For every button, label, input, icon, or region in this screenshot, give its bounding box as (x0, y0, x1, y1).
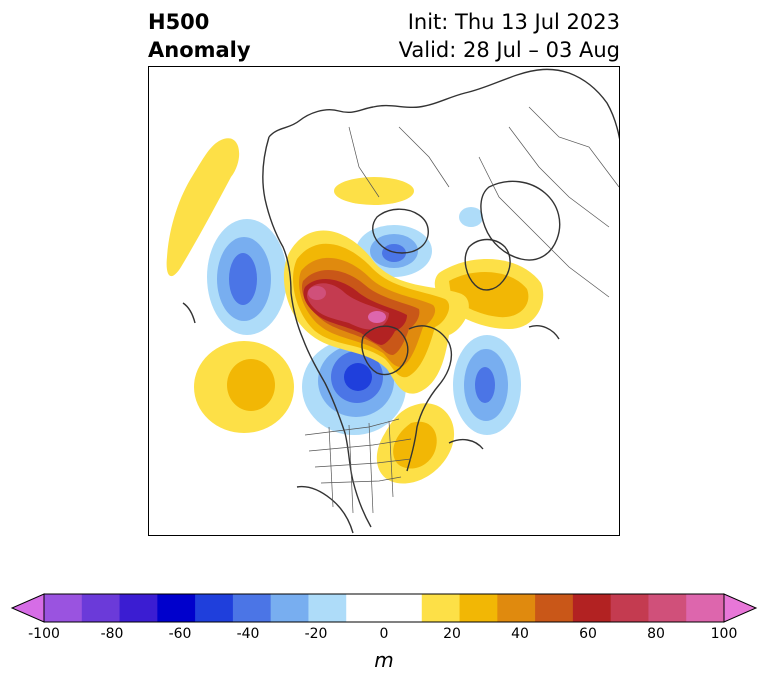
colorbar-bin (308, 594, 347, 622)
colorbar-bin (572, 594, 612, 622)
colorbar-extend-max (723, 593, 758, 623)
colorbar-bin (44, 594, 83, 622)
colorbar-bin (648, 594, 687, 622)
colorbar-tick-label: -60 (168, 626, 192, 642)
colorbar-bin (81, 594, 121, 622)
ridge-main-core-east (368, 311, 386, 323)
colorbar-bin (610, 594, 649, 622)
colorbar-bin (270, 594, 309, 622)
colorbar-tick-label: 40 (511, 626, 529, 642)
colorbar-tick-label: -20 (304, 626, 328, 642)
colorbar-bin (497, 594, 536, 622)
trough-n-pacific-core (229, 253, 257, 305)
colorbar-bin (459, 594, 498, 622)
colorbar-tick-label: -80 (100, 626, 124, 642)
init-time: Init: Thu 13 Jul 2023 (407, 10, 620, 34)
map-svg (166, 68, 619, 534)
title-variable: H500 (148, 10, 210, 34)
colorbar-bin (686, 594, 725, 622)
colorbar-tick-label: 80 (647, 626, 665, 642)
colorbar-bin (119, 594, 158, 622)
colorbar-bin (195, 594, 234, 622)
valid-range: Valid: 28 Jul – 03 Aug (398, 38, 620, 62)
colorbar-bin (346, 594, 385, 622)
anomaly-map (148, 66, 620, 536)
colorbar (10, 593, 758, 623)
colorbar-tick-label: 100 (710, 626, 738, 642)
colorbar-tick-label: -40 (236, 626, 260, 642)
colorbar-unit: m (374, 648, 394, 672)
colorbar-tick-label: 60 (579, 626, 597, 642)
colorbar-bin (157, 594, 196, 622)
trough-siberia (459, 207, 483, 227)
trough-canada-core (344, 363, 372, 391)
ridge-sw-inner (227, 359, 275, 411)
ridge-main-core-west (308, 286, 326, 300)
title-left: H500 Anomaly (148, 8, 251, 64)
title-field: Anomaly (148, 38, 251, 62)
colorbar-bin (384, 594, 423, 622)
title-right: Init: Thu 13 Jul 2023 Valid: 28 Jul – 03… (399, 8, 620, 64)
colorbar-bin (232, 594, 272, 622)
trough-arctic-core (382, 244, 406, 262)
colorbar-frame (43, 593, 725, 623)
trough-atlantic-core (475, 367, 495, 403)
state-borders (304, 106, 619, 514)
colorbar-tick-label: 0 (379, 626, 389, 642)
ridge-eastern-us-inner (393, 421, 437, 469)
colorbar-tick-label: -100 (28, 626, 60, 642)
colorbar-bin (421, 594, 461, 622)
ridge-ne-pacific (166, 138, 240, 277)
colorbar-tick-label: 20 (443, 626, 461, 642)
colorbar-extend-min (10, 593, 45, 623)
colorbar-bin (535, 594, 574, 622)
coastlines (182, 68, 619, 534)
colorbar-ticks: -100 -80 -60 -40 -20 0 20 40 60 80 100 (0, 626, 768, 648)
ridge-siberia (334, 177, 414, 205)
